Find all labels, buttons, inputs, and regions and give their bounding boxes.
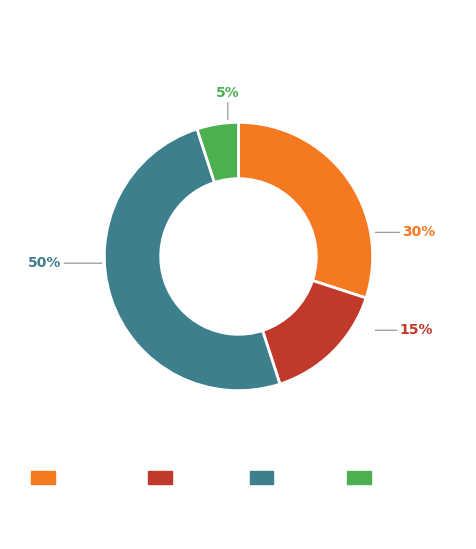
Text: 5%: 5% xyxy=(216,86,239,120)
Text: 15%: 15% xyxy=(375,323,432,337)
Legend: Idiopathique, Périnatale, Prénatale, Postnatale: Idiopathique, Périnatale, Prénatale, Pos… xyxy=(27,466,449,489)
Wedge shape xyxy=(262,281,365,384)
Wedge shape xyxy=(197,122,238,182)
Wedge shape xyxy=(238,122,372,298)
Wedge shape xyxy=(104,129,279,391)
Text: 30%: 30% xyxy=(375,225,435,239)
Text: 50%: 50% xyxy=(28,256,101,270)
